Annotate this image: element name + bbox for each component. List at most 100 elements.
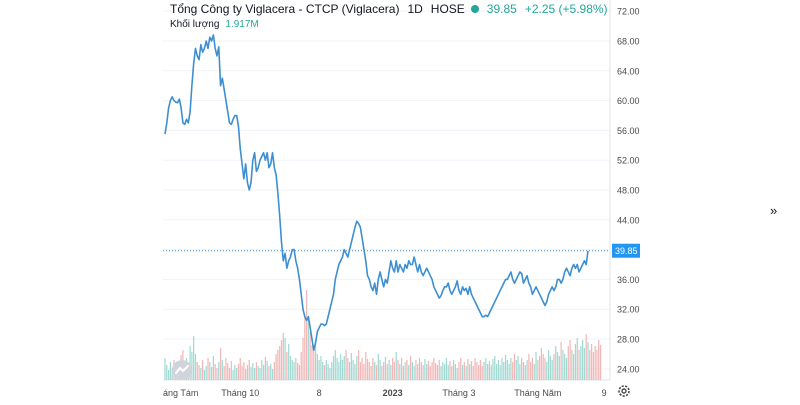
volume-bar (338, 362, 340, 380)
volume-bar (203, 370, 206, 380)
volume-bar (191, 352, 193, 380)
volume-bar (264, 357, 266, 380)
interval-label[interactable]: 1D (407, 2, 423, 16)
volume-bar (406, 360, 408, 380)
volume-bar (506, 360, 508, 380)
volume-bar (350, 353, 353, 380)
volume-bar (243, 362, 245, 380)
x-tick-label: áng Tám (163, 388, 198, 398)
volume-bar (345, 350, 347, 380)
volume-bar (521, 358, 523, 380)
y-tick-label: 24.00 (617, 364, 640, 374)
volume-bar (255, 362, 258, 380)
volume-bar (318, 360, 320, 380)
tradingview-logo-icon[interactable] (172, 360, 192, 380)
volume-bar (488, 361, 491, 380)
volume-bar (230, 361, 232, 380)
volume-bar (167, 370, 170, 380)
volume-bar (594, 346, 596, 380)
volume-bar (286, 352, 288, 380)
volume-bar (270, 364, 272, 380)
volume-bar (540, 348, 543, 380)
volume-bar (574, 344, 577, 380)
volume-bar (393, 362, 396, 380)
volume-bar (573, 354, 575, 380)
volume-bar (546, 362, 548, 380)
volume-bar (599, 345, 602, 380)
y-tick-label: 44.00 (617, 215, 640, 225)
volume-bar (415, 360, 417, 380)
settings-gear-icon[interactable] (616, 383, 632, 399)
volume-bar (490, 365, 492, 380)
volume-bar (304, 314, 306, 380)
volume-bar (288, 344, 290, 380)
volume-bar (483, 362, 485, 380)
symbol-name[interactable]: Tổng Công ty Viglacera - CTCP (Viglacera… (170, 2, 400, 16)
volume-bar (280, 340, 283, 380)
volume-bar (578, 350, 580, 380)
price-line-series[interactable] (164, 34, 589, 351)
volume-bar (359, 362, 361, 380)
volume-bar (456, 368, 458, 380)
y-tick-label: 48.00 (617, 186, 640, 196)
volume-bar (447, 365, 449, 380)
volume-bar (528, 354, 530, 380)
volume-bar (417, 364, 419, 380)
x-tick-label: 8 (317, 388, 322, 398)
volume-bar (388, 360, 390, 380)
volume-bar (576, 338, 578, 380)
volume-bar (386, 364, 388, 380)
volume-bar (234, 365, 236, 380)
volume-bar (246, 365, 249, 380)
volume-bar (314, 340, 317, 380)
volume-bar (418, 358, 421, 380)
volume-bar (564, 354, 566, 380)
volume-bar (354, 364, 356, 380)
volume-bar (279, 346, 281, 380)
x-tick-label: Tháng 3 (442, 388, 475, 398)
chevron-double-right-icon[interactable]: » (770, 203, 778, 218)
volume-bar (189, 346, 191, 380)
volume-bar (209, 362, 211, 380)
volume-bar (408, 365, 410, 380)
chart-legend: Tổng Công ty Viglacera - CTCP (Viglacera… (170, 2, 608, 16)
volume-bar (293, 362, 295, 380)
volume-bar (309, 332, 311, 380)
volume-bar (442, 362, 444, 380)
volume-bar (400, 358, 403, 380)
volume-bar (413, 366, 415, 380)
volume-bar (357, 350, 360, 380)
volume-bar (533, 364, 535, 380)
volume-bar (569, 340, 571, 380)
volume-bar (268, 366, 270, 380)
volume-bar (583, 348, 586, 380)
volume-bar (228, 368, 231, 380)
volume-bar (273, 362, 275, 380)
volume-bar (429, 366, 431, 380)
volume-bar (445, 358, 448, 380)
volume-bar (207, 358, 209, 380)
volume-bar (250, 367, 252, 380)
volume-bar (555, 346, 557, 380)
volume-bar (214, 364, 216, 380)
volume-bar (327, 364, 329, 380)
volume-bar (526, 360, 528, 380)
volume-bar (422, 365, 424, 380)
volume-bar (494, 356, 496, 380)
volume-bar (467, 359, 469, 380)
y-tick-label: 56.00 (617, 126, 640, 136)
volume-bar (311, 345, 313, 380)
volume-bar (223, 366, 225, 380)
volume-bar (361, 358, 363, 380)
volume-bar (252, 363, 254, 380)
exchange-label: HOSE (430, 2, 465, 16)
volume-bar (553, 354, 555, 380)
y-tick-label: 72.00 (617, 7, 640, 17)
volume-bar (166, 365, 168, 380)
current-price-tag-label: 39.85 (615, 246, 638, 256)
volume-bar (479, 360, 482, 380)
volume-bar (282, 333, 284, 380)
volume-bar (452, 360, 455, 380)
